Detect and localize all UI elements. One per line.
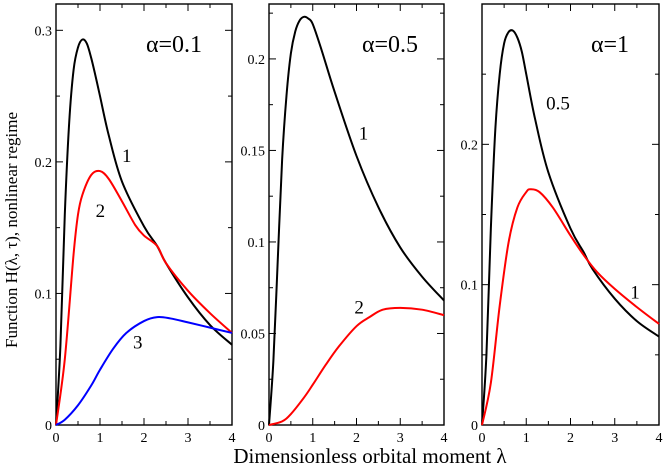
panel-3-frame bbox=[481, 3, 660, 426]
panel-3-title: α=1 bbox=[591, 32, 629, 58]
panel-2-y-tick-label: 0.05 bbox=[241, 327, 266, 342]
panel-2-x-tick-label: 1 bbox=[309, 431, 316, 446]
panel-1-series-2-line bbox=[55, 169, 233, 426]
panel-1-series-3-line bbox=[55, 316, 233, 426]
panel-2-curve-label-1: 1 bbox=[359, 123, 369, 144]
panel-1-x-tick-label: 1 bbox=[97, 431, 104, 446]
panel-1-x-tick-label: 2 bbox=[141, 431, 148, 446]
panel-3-y-tick-label: 0 bbox=[471, 419, 478, 434]
x-axis-title: Dimensionless orbital moment λ bbox=[233, 444, 507, 468]
panel-1-y-tick-label: 0 bbox=[45, 419, 52, 434]
panel-1-x-tick-label: 4 bbox=[229, 431, 236, 446]
y-axis-title: Function H(λ, τ), nonlinear regime bbox=[2, 112, 21, 348]
panel-2-x-tick-label: 3 bbox=[397, 431, 404, 446]
panel-3-curve-label-2: 1 bbox=[630, 283, 640, 304]
panel-3-x-tick-label: 4 bbox=[656, 431, 663, 446]
panel-2-series-1-line bbox=[268, 15, 445, 426]
panel-1-curve-label-2: 2 bbox=[96, 201, 106, 222]
panel-3-x-tick-label: 3 bbox=[611, 431, 618, 446]
panel-3-y-tick-label: 0.2 bbox=[461, 138, 479, 153]
panel-1-y-tick-label: 0.3 bbox=[35, 24, 53, 39]
panel-2-x-tick-label: 2 bbox=[353, 431, 360, 446]
panel-2-x-tick-label: 4 bbox=[441, 431, 448, 446]
panel-2-series-2-line bbox=[268, 306, 445, 426]
panel-2-y-tick-label: 0.2 bbox=[248, 53, 266, 68]
panel-1-y-tick-label: 0.1 bbox=[35, 287, 53, 302]
panel-2-curve-label-2: 2 bbox=[354, 297, 364, 318]
panel-1-curve-label-3: 3 bbox=[133, 333, 143, 354]
panel-3-x-tick-label: 2 bbox=[567, 431, 574, 446]
panel-1-x-tick-label: 3 bbox=[185, 431, 192, 446]
panel-3-curve-label-1: 0.5 bbox=[546, 93, 570, 114]
panel-1-title: α=0.1 bbox=[146, 32, 202, 58]
panel-3-x-tick-label: 1 bbox=[523, 431, 530, 446]
panel-2-y-tick-label: 0.15 bbox=[241, 144, 266, 159]
panel-1-series-1-line bbox=[55, 38, 233, 426]
panel-3-y-tick-label: 0.1 bbox=[461, 279, 479, 294]
panel-2-y-tick-label: 0.1 bbox=[248, 236, 266, 251]
panel-3-series-1-line bbox=[481, 29, 660, 426]
panel-2-x-tick-label: 0 bbox=[266, 431, 273, 446]
panel-1-x-tick-label: 0 bbox=[53, 431, 60, 446]
panel-2-title: α=0.5 bbox=[362, 32, 418, 58]
panel-1-frame bbox=[55, 3, 233, 426]
panel-2-frame bbox=[268, 3, 445, 426]
panel-1-y-tick-label: 0.2 bbox=[35, 156, 53, 171]
panel-1-curve-label-1: 1 bbox=[122, 146, 132, 167]
panel-3-x-tick-label: 0 bbox=[479, 431, 486, 446]
panel-3-series-2-line bbox=[481, 188, 660, 426]
panel-2-y-tick-label: 0 bbox=[258, 419, 265, 434]
